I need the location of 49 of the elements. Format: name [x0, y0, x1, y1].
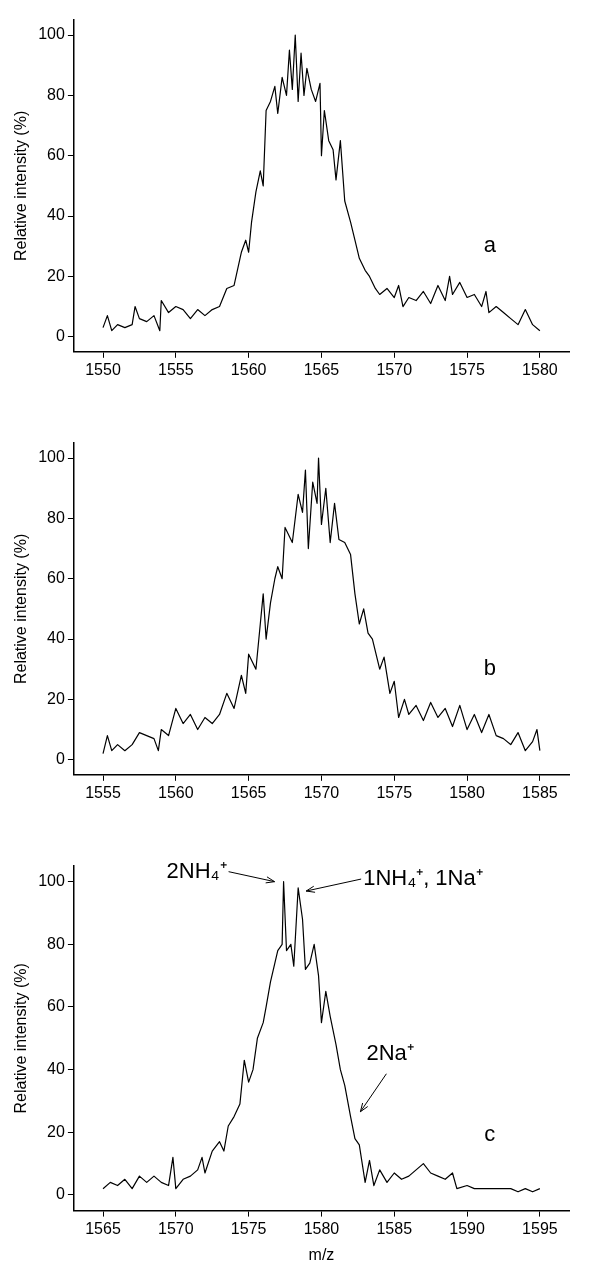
x-tick-label: 1595 — [522, 1219, 558, 1237]
x-tick-label: 1575 — [230, 1219, 267, 1237]
y-tick-label: 40 — [47, 206, 65, 224]
x-tick-label: 1585 — [522, 783, 558, 801]
y-axis-title: Relative intensity (%) — [12, 963, 30, 1114]
x-tick-label: 1565 — [303, 360, 340, 378]
x-tick-label: 1585 — [376, 1219, 413, 1237]
annotation: 2Na⁺ — [366, 1039, 414, 1065]
y-tick-label: 100 — [38, 448, 65, 466]
y-tick-label: 40 — [47, 1060, 65, 1078]
x-tick-label: 1565 — [230, 783, 267, 801]
x-tick-label: 1560 — [230, 360, 267, 378]
y-tick-label: 80 — [47, 85, 65, 103]
y-tick-label: 60 — [47, 146, 65, 164]
annotation: 2NH₄⁺ — [166, 857, 227, 883]
annotation: c — [484, 1120, 496, 1146]
y-tick-label: 0 — [55, 750, 65, 768]
y-tick-label: 20 — [47, 1122, 65, 1140]
y-tick-label: 20 — [47, 689, 65, 707]
annotation: 1NH₄⁺, 1Na⁺ — [363, 865, 483, 891]
annotation: a — [483, 231, 497, 257]
annotation: b — [483, 654, 496, 680]
x-tick-label: 1555 — [85, 783, 121, 801]
y-tick-label: 40 — [47, 629, 65, 647]
y-tick-label: 60 — [47, 569, 65, 587]
x-axis-title: m/z — [308, 1245, 335, 1263]
y-tick-label: 20 — [47, 266, 65, 284]
y-tick-label: 100 — [38, 872, 65, 890]
y-axis-title: Relative intensity (%) — [12, 110, 30, 262]
x-tick-label: 1575 — [376, 783, 413, 801]
x-tick-label: 1590 — [449, 1219, 485, 1237]
x-tick-label: 1570 — [303, 783, 340, 801]
y-tick-label: 80 — [47, 508, 65, 526]
y-tick-label: 60 — [47, 997, 65, 1015]
x-tick-label: 1565 — [85, 1219, 121, 1237]
x-tick-label: 1580 — [303, 1219, 340, 1237]
y-tick-label: 80 — [47, 934, 65, 952]
x-tick-label: 1550 — [85, 360, 121, 378]
y-axis-title: Relative intensity (%) — [12, 533, 30, 685]
x-tick-label: 1570 — [376, 360, 413, 378]
x-tick-label: 1570 — [158, 1219, 194, 1237]
x-tick-label: 1580 — [522, 360, 558, 378]
x-tick-label: 1575 — [449, 360, 485, 378]
x-tick-label: 1560 — [158, 783, 194, 801]
x-tick-label: 1580 — [449, 783, 485, 801]
y-tick-label: 0 — [55, 327, 65, 345]
y-tick-label: 100 — [38, 25, 65, 43]
y-tick-label: 0 — [55, 1185, 65, 1203]
x-tick-label: 1555 — [158, 360, 194, 378]
